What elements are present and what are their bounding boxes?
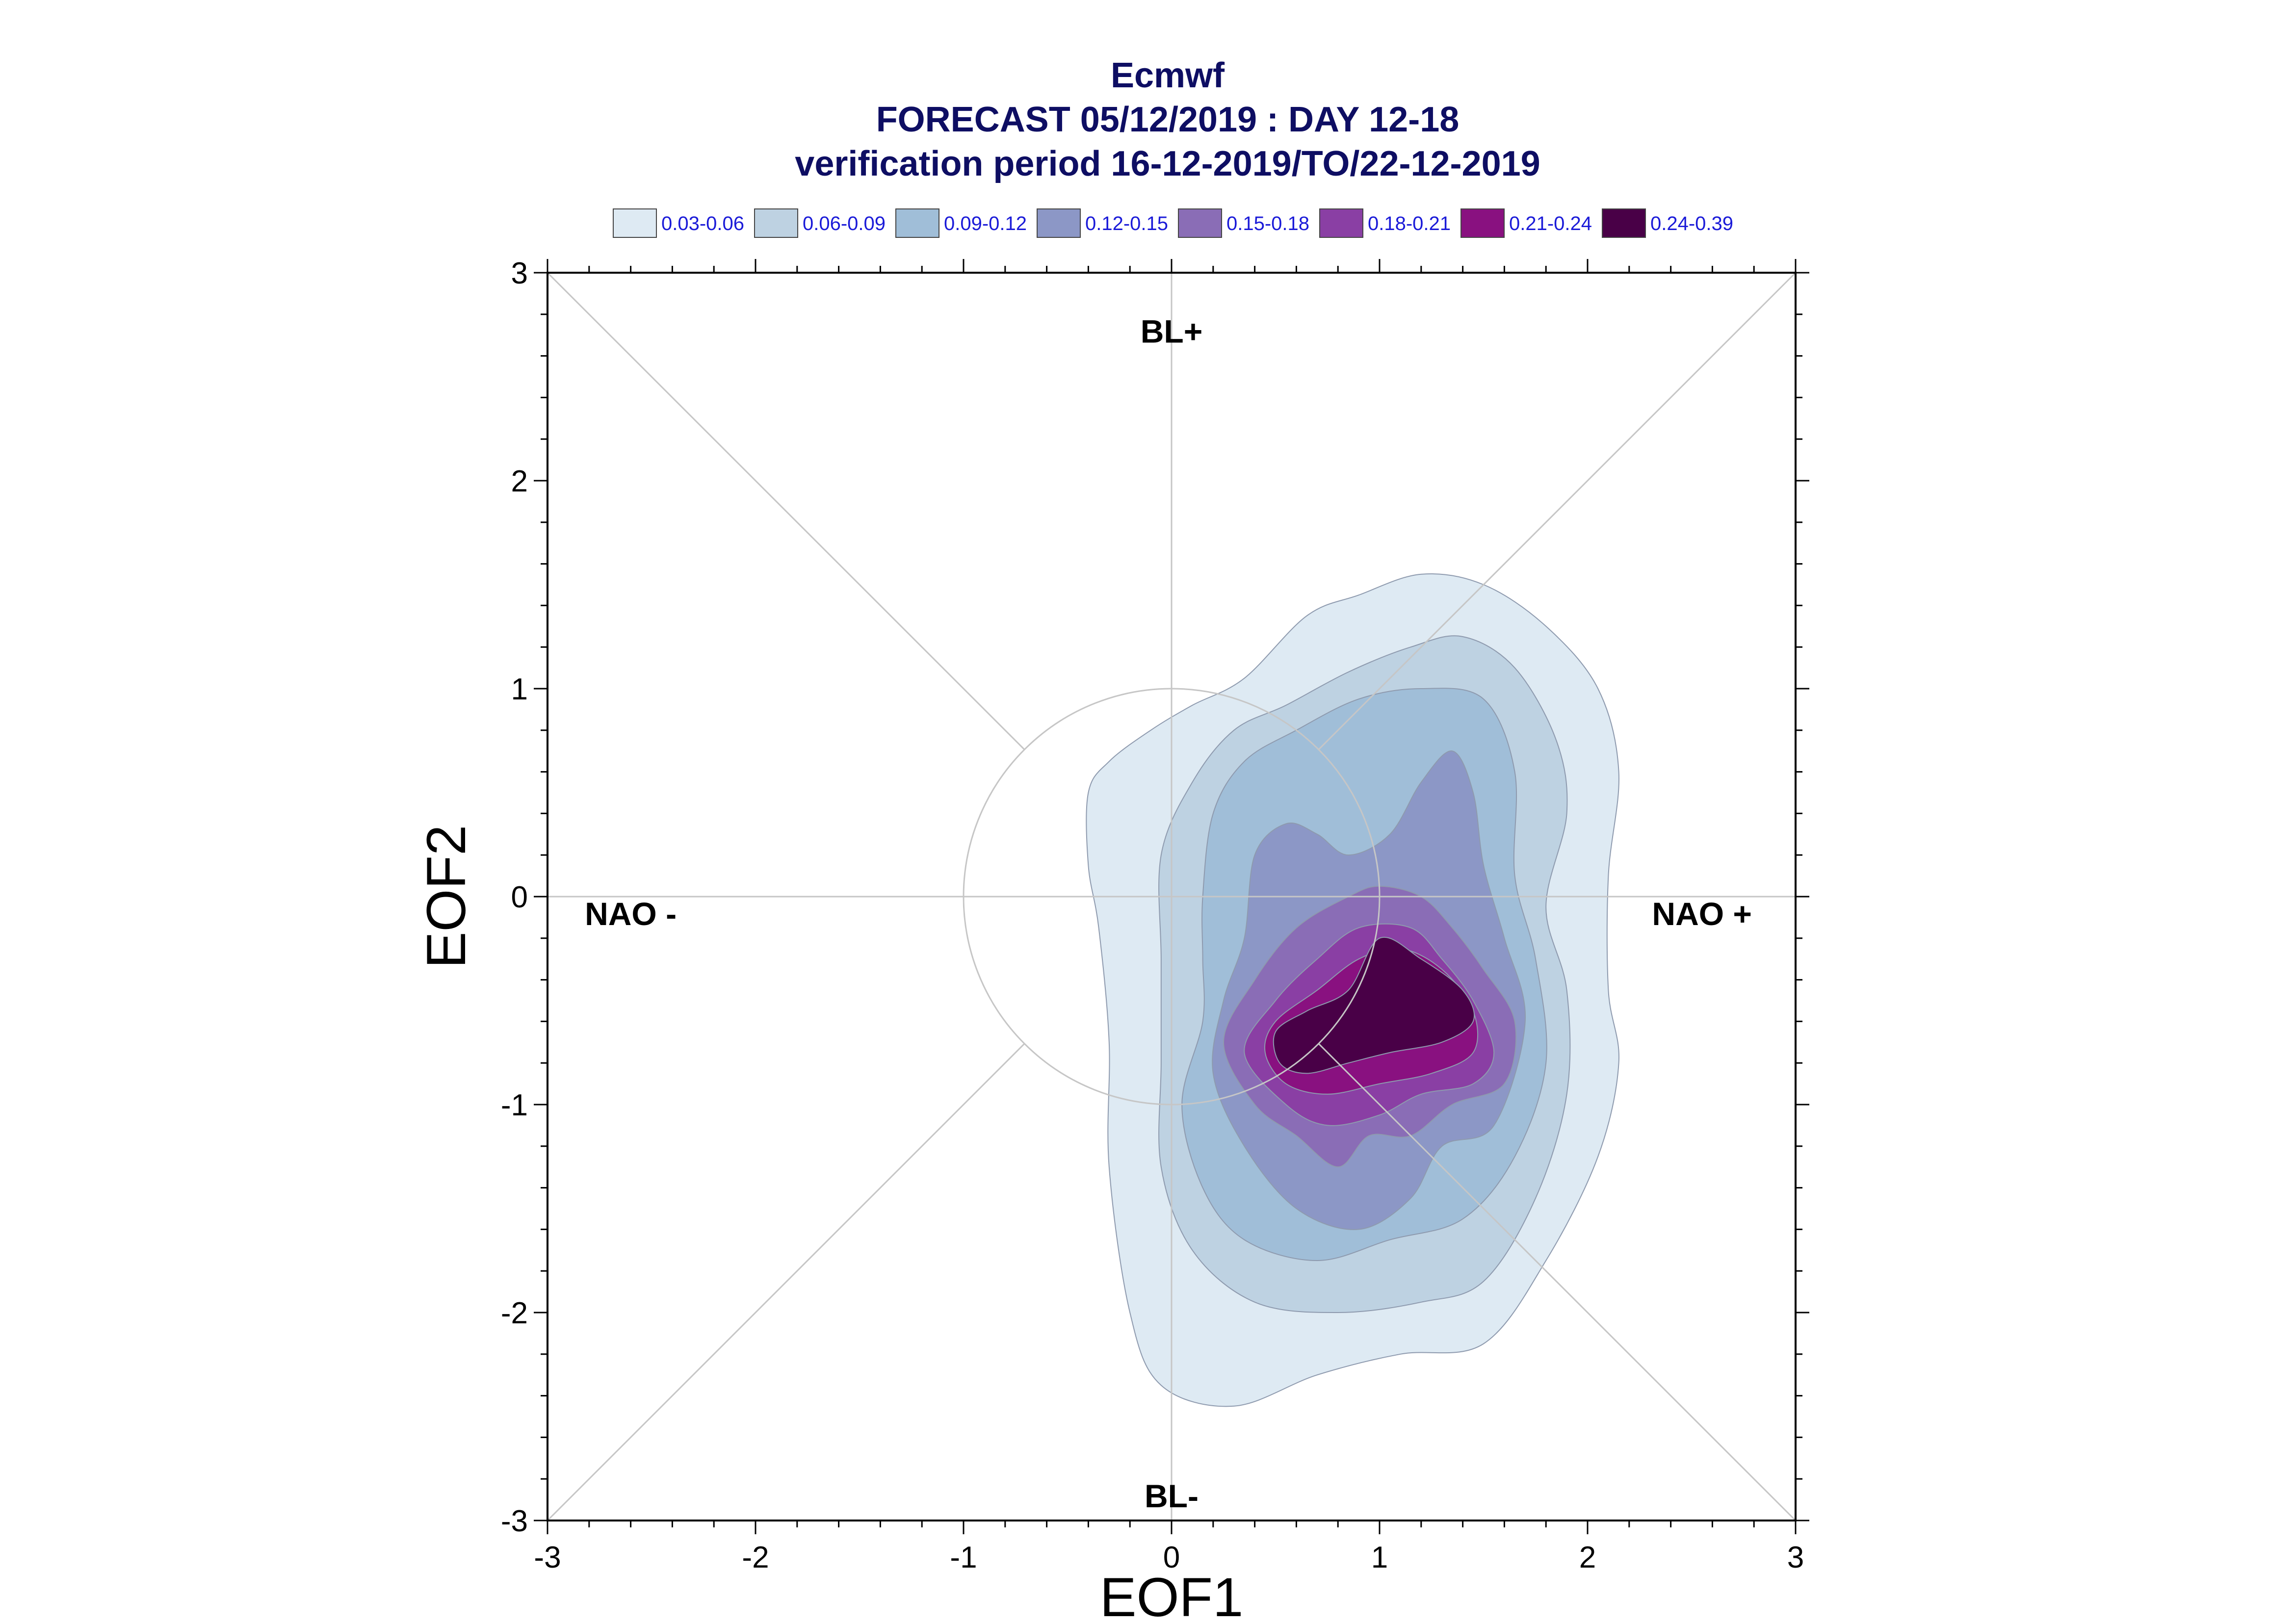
diagonal-upper-right bbox=[1318, 272, 1797, 750]
diagonal-lower-right bbox=[1318, 1043, 1797, 1521]
regime-label: NAO + bbox=[1652, 896, 1752, 932]
x-axis-title: EOF1 bbox=[1100, 1567, 1244, 1624]
legend-label: 0.24-0.39 bbox=[1650, 213, 1733, 234]
x-tick-label: 0 bbox=[1163, 1541, 1180, 1574]
y-tick-label: -3 bbox=[501, 1504, 528, 1538]
y-tick-label: 1 bbox=[511, 672, 528, 706]
y-tick-label: 0 bbox=[511, 880, 528, 914]
y-tick-label: -1 bbox=[501, 1088, 528, 1122]
x-tick-label: 2 bbox=[1579, 1541, 1596, 1574]
regime-label: NAO - bbox=[585, 896, 677, 932]
y-axis-title: EOF2 bbox=[416, 825, 477, 969]
legend-label: 0.09-0.12 bbox=[944, 213, 1027, 234]
legend: 0.03-0.06 0.06-0.09 0.09-0.12 0.12-0.15 0.15… bbox=[613, 208, 1733, 238]
axis-ticks bbox=[534, 259, 1809, 1534]
legend-label: 0.15-0.18 bbox=[1226, 213, 1309, 234]
legend-swatch bbox=[1037, 208, 1081, 238]
legend-swatch bbox=[1319, 208, 1363, 238]
legend-swatch bbox=[613, 208, 657, 238]
legend-label: 0.03-0.06 bbox=[661, 213, 744, 234]
legend-label: 0.18-0.21 bbox=[1368, 213, 1451, 234]
legend-label: 0.21-0.24 bbox=[1509, 213, 1592, 234]
x-tick-label: -1 bbox=[950, 1541, 977, 1574]
chart-title-line-2: FORECAST 05/12/2019 : DAY 12-18 bbox=[876, 100, 1460, 139]
density-contours bbox=[1086, 573, 1619, 1407]
x-tick-labels: -3 -2 -1 0 1 2 3 bbox=[534, 1541, 1804, 1574]
y-tick-label: -2 bbox=[501, 1296, 528, 1330]
x-tick-label: -3 bbox=[534, 1541, 561, 1574]
x-tick-label: -2 bbox=[742, 1541, 769, 1574]
regime-label: BL+ bbox=[1141, 313, 1203, 350]
legend-swatch bbox=[1602, 208, 1646, 238]
regime-label: BL- bbox=[1145, 1478, 1199, 1514]
y-tick-label: 3 bbox=[511, 257, 528, 290]
unit-circle bbox=[963, 688, 1381, 1106]
x-tick-label: 1 bbox=[1371, 1541, 1388, 1574]
legend-swatch bbox=[1460, 208, 1505, 238]
legend-label: 0.12-0.15 bbox=[1085, 213, 1168, 234]
diagonal-upper-left bbox=[547, 272, 1025, 750]
legend-swatch bbox=[1178, 208, 1222, 238]
x-tick-label: 3 bbox=[1787, 1541, 1804, 1574]
legend-swatch bbox=[895, 208, 939, 238]
regime-labels: BL+ BL- NAO - NAO + bbox=[585, 313, 1752, 1514]
chart-title-line-3: verification period 16-12-2019/TO/22-12-… bbox=[795, 144, 1540, 183]
legend-label: 0.06-0.09 bbox=[803, 213, 886, 234]
diagonal-lower-left bbox=[547, 1043, 1025, 1521]
y-tick-label: 2 bbox=[511, 464, 528, 498]
legend-swatch bbox=[754, 208, 798, 238]
y-tick-labels: -3 -2 -1 0 1 2 3 bbox=[501, 257, 528, 1538]
chart-title-line-1: Ecmwf bbox=[1111, 56, 1225, 95]
reference-lines bbox=[547, 272, 1797, 1521]
